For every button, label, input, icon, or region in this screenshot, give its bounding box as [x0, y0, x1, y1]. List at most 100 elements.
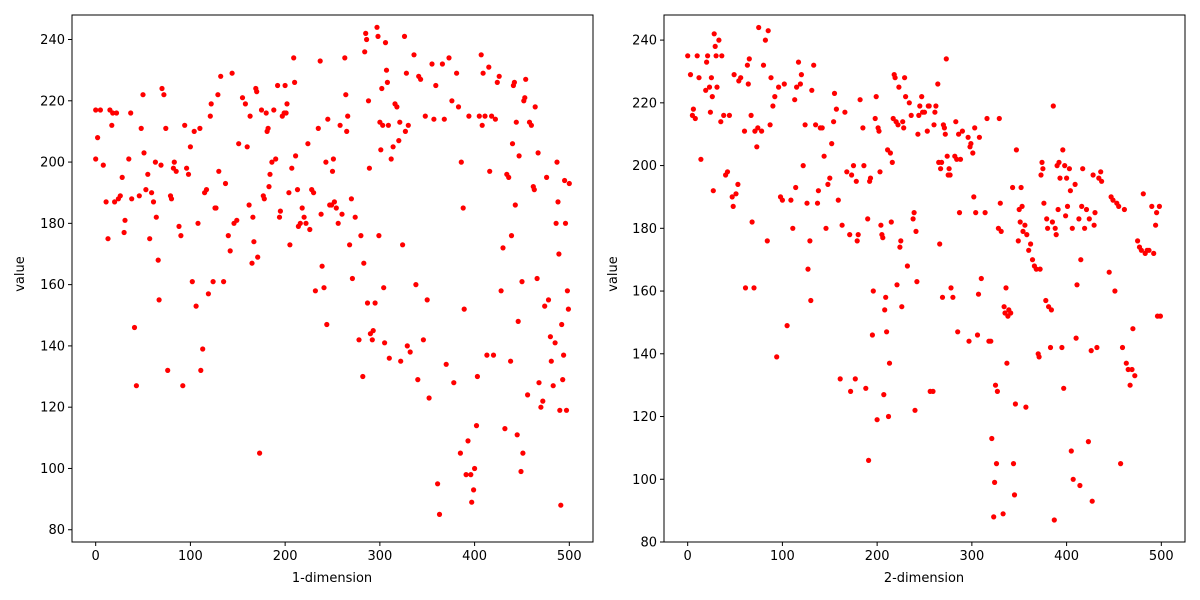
data-point — [112, 199, 118, 205]
data-point — [1098, 169, 1104, 175]
data-point — [794, 84, 800, 90]
data-point — [873, 94, 879, 100]
data-point — [255, 254, 261, 260]
data-point — [468, 472, 474, 478]
data-point — [149, 190, 155, 196]
data-point — [1059, 344, 1065, 351]
data-point — [513, 119, 519, 125]
data-point — [825, 181, 831, 187]
data-point — [269, 159, 275, 165]
data-point — [901, 125, 907, 131]
data-point — [772, 94, 778, 100]
data-point — [439, 61, 445, 67]
data-point — [394, 104, 400, 110]
data-point — [926, 103, 932, 109]
data-point — [339, 211, 345, 217]
data-point — [872, 115, 878, 122]
data-point — [525, 392, 531, 398]
data-point — [315, 125, 321, 131]
data-point — [515, 318, 521, 324]
data-point — [218, 73, 224, 79]
data-point — [457, 450, 463, 456]
data-point — [133, 383, 139, 389]
data-point — [566, 180, 572, 187]
data-point — [110, 110, 116, 116]
data-point — [888, 219, 894, 225]
data-point — [1057, 175, 1063, 181]
data-point — [369, 337, 375, 343]
data-point — [1066, 166, 1072, 172]
data-point — [263, 110, 269, 116]
data-point — [733, 191, 739, 197]
data-point — [100, 162, 106, 168]
data-point — [487, 168, 493, 174]
data-point — [143, 187, 149, 193]
data-point — [1010, 461, 1017, 467]
data-point — [712, 43, 718, 50]
data-point — [266, 184, 272, 190]
data-point — [222, 180, 229, 187]
data-point — [352, 214, 358, 220]
data-point — [1090, 172, 1096, 178]
data-point — [1069, 225, 1075, 231]
data-point — [724, 169, 731, 175]
data-point — [1017, 219, 1023, 225]
data-point — [362, 49, 368, 55]
data-point — [173, 168, 179, 174]
data-point — [413, 282, 419, 288]
data-point — [544, 174, 550, 180]
data-point — [185, 171, 192, 177]
data-point — [744, 62, 751, 68]
data-point — [746, 56, 752, 62]
plot-frame — [71, 14, 594, 543]
data-point — [978, 275, 984, 282]
data-point — [372, 300, 378, 306]
data-point — [831, 119, 837, 125]
data-point — [1055, 206, 1061, 213]
data-point — [404, 343, 410, 349]
data-point — [994, 388, 1001, 394]
data-point — [200, 346, 206, 352]
left-scatter-plot: 1-dimension value 0 100 200 300 400 500 80 100 1… — [13, 14, 594, 586]
data-point — [953, 119, 959, 125]
data-point — [857, 97, 863, 103]
y-tick-label: 160 — [40, 278, 65, 293]
data-point — [911, 210, 917, 216]
data-point — [754, 144, 760, 150]
data-point — [1040, 166, 1046, 172]
data-point — [931, 122, 937, 128]
data-point — [869, 332, 876, 338]
data-point — [713, 53, 719, 59]
data-point — [136, 193, 142, 199]
data-point — [854, 238, 860, 244]
data-point — [538, 404, 544, 410]
data-point — [276, 214, 283, 220]
data-point — [997, 200, 1003, 206]
data-point — [729, 194, 735, 200]
data-point — [472, 465, 478, 472]
data-point — [561, 352, 567, 358]
data-point — [993, 461, 1000, 467]
data-point — [553, 220, 559, 226]
data-point — [385, 122, 391, 128]
data-point — [141, 150, 147, 156]
data-point — [915, 131, 921, 137]
data-point — [748, 112, 754, 118]
data-point — [1129, 366, 1135, 373]
data-point — [1083, 206, 1090, 213]
data-point — [899, 304, 905, 310]
data-point — [480, 70, 486, 76]
data-point — [465, 438, 471, 444]
data-point — [418, 76, 424, 82]
data-point — [793, 184, 799, 191]
y-tick-label: 220 — [632, 96, 657, 111]
data-point — [246, 202, 252, 208]
data-point — [486, 64, 492, 70]
data-point — [323, 159, 329, 165]
y-tick-label: 240 — [632, 34, 657, 49]
data-point — [1020, 228, 1026, 234]
data-point — [508, 358, 514, 364]
data-point — [1004, 360, 1010, 366]
data-point — [461, 306, 467, 312]
data-point — [401, 33, 408, 40]
